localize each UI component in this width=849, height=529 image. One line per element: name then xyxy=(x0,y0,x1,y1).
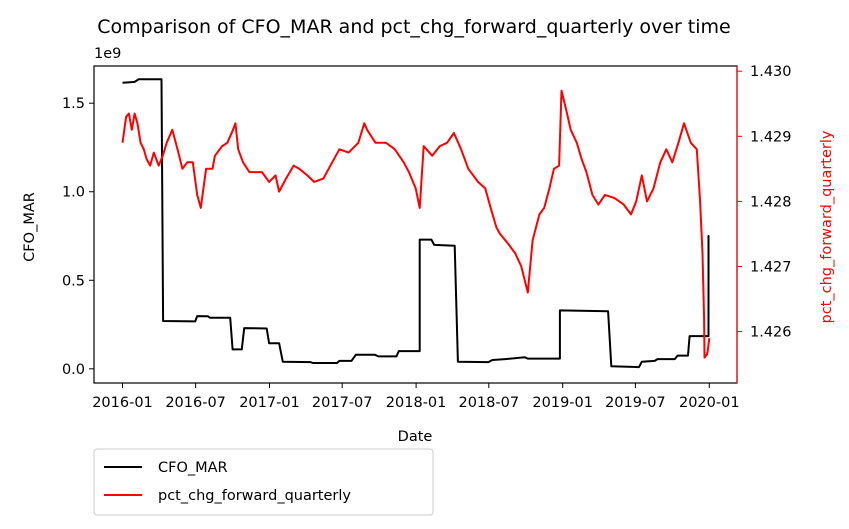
x-tick-label: 2016-01 xyxy=(92,395,153,411)
series-line-pct-chg-forward-quarterly xyxy=(121,89,711,359)
legend-label-cfo-mar: CFO_MAR xyxy=(158,460,228,476)
right-y-tick-label: 1.429 xyxy=(750,129,792,145)
series-layer xyxy=(121,78,711,369)
left-y-tick-label: 0.0 xyxy=(62,362,85,378)
right-y-tick-label: 1.427 xyxy=(750,259,792,275)
x-tick-label: 2019-01 xyxy=(532,395,593,411)
ticks-layer: 2016-01 2016-07 2017-01 2017-07 2018-01 2018-… xyxy=(62,64,792,411)
x-tick-label: 2016-07 xyxy=(165,395,226,411)
legend: CFO_MAR pct_chg_forward_quarterly xyxy=(93,448,434,516)
chart-title: Comparison of CFO_MAR and pct_chg_forwar… xyxy=(97,16,730,38)
right-y-tick-label: 1.430 xyxy=(750,64,792,80)
plot-frame xyxy=(93,65,738,384)
x-tick-label: 2017-01 xyxy=(239,395,300,411)
x-axis-label: Date xyxy=(398,429,433,445)
x-tick-label: 2017-07 xyxy=(312,395,373,411)
left-axis-offset-label: 1e9 xyxy=(94,46,121,62)
right-y-tick-label: 1.426 xyxy=(750,325,792,341)
legend-label-pct-chg: pct_chg_forward_quarterly xyxy=(158,488,351,504)
right-y-tick-label: 1.428 xyxy=(750,194,792,210)
x-tick-label: 2018-01 xyxy=(386,395,447,411)
right-y-axis-label: pct_chg_forward_quarterly xyxy=(819,130,835,323)
left-y-tick-label: 1.5 xyxy=(62,96,85,112)
left-y-tick-label: 1.0 xyxy=(62,185,85,201)
x-tick-label: 2020-01 xyxy=(679,395,740,411)
x-tick-label: 2019-07 xyxy=(605,395,666,411)
left-y-tick-label: 0.5 xyxy=(62,273,85,289)
left-y-axis-label: CFO_MAR xyxy=(22,192,38,262)
series-line-cfo-mar xyxy=(122,78,710,369)
x-tick-label: 2018-07 xyxy=(458,395,519,411)
legend-box xyxy=(93,448,434,516)
